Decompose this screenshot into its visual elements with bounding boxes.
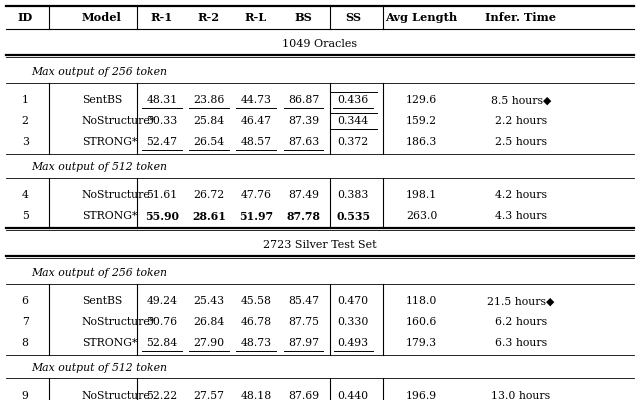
Text: 87.63: 87.63 <box>288 137 319 147</box>
Text: Model: Model <box>82 12 122 23</box>
Text: SS: SS <box>345 12 361 23</box>
Text: 87.49: 87.49 <box>288 190 319 200</box>
Text: 196.9: 196.9 <box>406 391 437 400</box>
Text: 8: 8 <box>22 338 29 348</box>
Text: 52.22: 52.22 <box>147 391 177 400</box>
Text: 26.84: 26.84 <box>193 317 225 327</box>
Text: 28.61: 28.61 <box>192 210 226 222</box>
Text: 0.493: 0.493 <box>338 338 369 348</box>
Text: 0.436: 0.436 <box>338 95 369 105</box>
Text: 51.97: 51.97 <box>239 210 273 222</box>
Text: 48.18: 48.18 <box>241 391 271 400</box>
Text: 0.383: 0.383 <box>337 190 369 200</box>
Text: 51.61: 51.61 <box>147 190 177 200</box>
Text: 4.3 hours: 4.3 hours <box>495 211 547 221</box>
Text: 48.31: 48.31 <box>147 95 177 105</box>
Text: 6.3 hours: 6.3 hours <box>495 338 547 348</box>
Text: Max output of 256 token: Max output of 256 token <box>31 67 168 77</box>
Text: 49.24: 49.24 <box>147 296 177 306</box>
Text: BS: BS <box>295 12 312 23</box>
Text: ID: ID <box>17 12 33 23</box>
Text: 21.5 hours◆: 21.5 hours◆ <box>487 296 554 306</box>
Text: SentBS: SentBS <box>82 296 122 306</box>
Text: 87.78: 87.78 <box>287 210 321 222</box>
Text: Max output of 512 token: Max output of 512 token <box>31 162 168 172</box>
Text: 159.2: 159.2 <box>406 116 437 126</box>
Text: 263.0: 263.0 <box>406 211 437 221</box>
Text: NoStructure: NoStructure <box>82 391 150 400</box>
Text: 0.470: 0.470 <box>338 296 369 306</box>
Text: 9: 9 <box>22 391 29 400</box>
Text: NoStructure: NoStructure <box>82 190 150 200</box>
Text: 1: 1 <box>22 95 29 105</box>
Text: 85.47: 85.47 <box>288 296 319 306</box>
Text: 45.58: 45.58 <box>241 296 271 306</box>
Text: Max output of 512 token: Max output of 512 token <box>31 363 168 373</box>
Text: SentBS: SentBS <box>82 95 122 105</box>
Text: 186.3: 186.3 <box>406 137 437 147</box>
Text: STRONG*: STRONG* <box>82 338 137 348</box>
Text: 179.3: 179.3 <box>406 338 437 348</box>
Text: 129.6: 129.6 <box>406 95 437 105</box>
Text: 48.57: 48.57 <box>241 137 271 147</box>
Text: Infer. Time: Infer. Time <box>485 12 556 23</box>
Text: 52.47: 52.47 <box>147 137 177 147</box>
Text: 46.47: 46.47 <box>241 116 271 126</box>
Text: 118.0: 118.0 <box>406 296 437 306</box>
Text: 160.6: 160.6 <box>406 317 437 327</box>
Text: 2723 Silver Test Set: 2723 Silver Test Set <box>263 240 377 250</box>
Text: 6: 6 <box>22 296 29 306</box>
Text: 52.84: 52.84 <box>147 338 177 348</box>
Text: 27.90: 27.90 <box>193 338 225 348</box>
Text: Max output of 256 token: Max output of 256 token <box>31 268 168 278</box>
Text: 0.372: 0.372 <box>338 137 369 147</box>
Text: 13.0 hours: 13.0 hours <box>491 391 550 400</box>
Text: 87.97: 87.97 <box>288 338 319 348</box>
Text: 25.43: 25.43 <box>193 296 225 306</box>
Text: 1049 Oracles: 1049 Oracles <box>282 39 358 49</box>
Text: STRONG*: STRONG* <box>82 211 137 221</box>
Text: R-2: R-2 <box>198 12 220 23</box>
Text: 86.87: 86.87 <box>288 95 319 105</box>
Text: 87.69: 87.69 <box>288 391 319 400</box>
Text: 0.330: 0.330 <box>337 317 369 327</box>
Text: STRONG*: STRONG* <box>82 137 137 147</box>
Text: 6.2 hours: 6.2 hours <box>495 317 547 327</box>
Text: 26.72: 26.72 <box>193 190 225 200</box>
Text: 23.86: 23.86 <box>193 95 225 105</box>
Text: 50.76: 50.76 <box>147 317 177 327</box>
Text: 25.84: 25.84 <box>193 116 225 126</box>
Text: 26.54: 26.54 <box>193 137 225 147</box>
Text: 198.1: 198.1 <box>406 190 437 200</box>
Text: 87.39: 87.39 <box>288 116 319 126</box>
Text: 0.344: 0.344 <box>338 116 369 126</box>
Text: 0.440: 0.440 <box>338 391 369 400</box>
Text: R-L: R-L <box>245 12 267 23</box>
Text: 2.2 hours: 2.2 hours <box>495 116 547 126</box>
Text: 50.33: 50.33 <box>147 116 177 126</box>
Text: 47.76: 47.76 <box>241 190 271 200</box>
Text: 3: 3 <box>22 137 29 147</box>
Text: 0.535: 0.535 <box>336 210 371 222</box>
Text: 8.5 hours◆: 8.5 hours◆ <box>490 95 551 105</box>
Text: 55.90: 55.90 <box>145 210 179 222</box>
Text: 48.73: 48.73 <box>241 338 271 348</box>
Text: R-1: R-1 <box>151 12 173 23</box>
Text: 2: 2 <box>22 116 29 126</box>
Text: NoStructure*: NoStructure* <box>82 116 156 126</box>
Text: 4.2 hours: 4.2 hours <box>495 190 547 200</box>
Text: 4: 4 <box>22 190 29 200</box>
Text: 44.73: 44.73 <box>241 95 271 105</box>
Text: 87.75: 87.75 <box>288 317 319 327</box>
Text: 46.78: 46.78 <box>241 317 271 327</box>
Text: Avg Length: Avg Length <box>385 12 458 23</box>
Text: 7: 7 <box>22 317 29 327</box>
Text: NoStructure*: NoStructure* <box>82 317 156 327</box>
Text: 5: 5 <box>22 211 29 221</box>
Text: 27.57: 27.57 <box>193 391 225 400</box>
Text: 2.5 hours: 2.5 hours <box>495 137 547 147</box>
